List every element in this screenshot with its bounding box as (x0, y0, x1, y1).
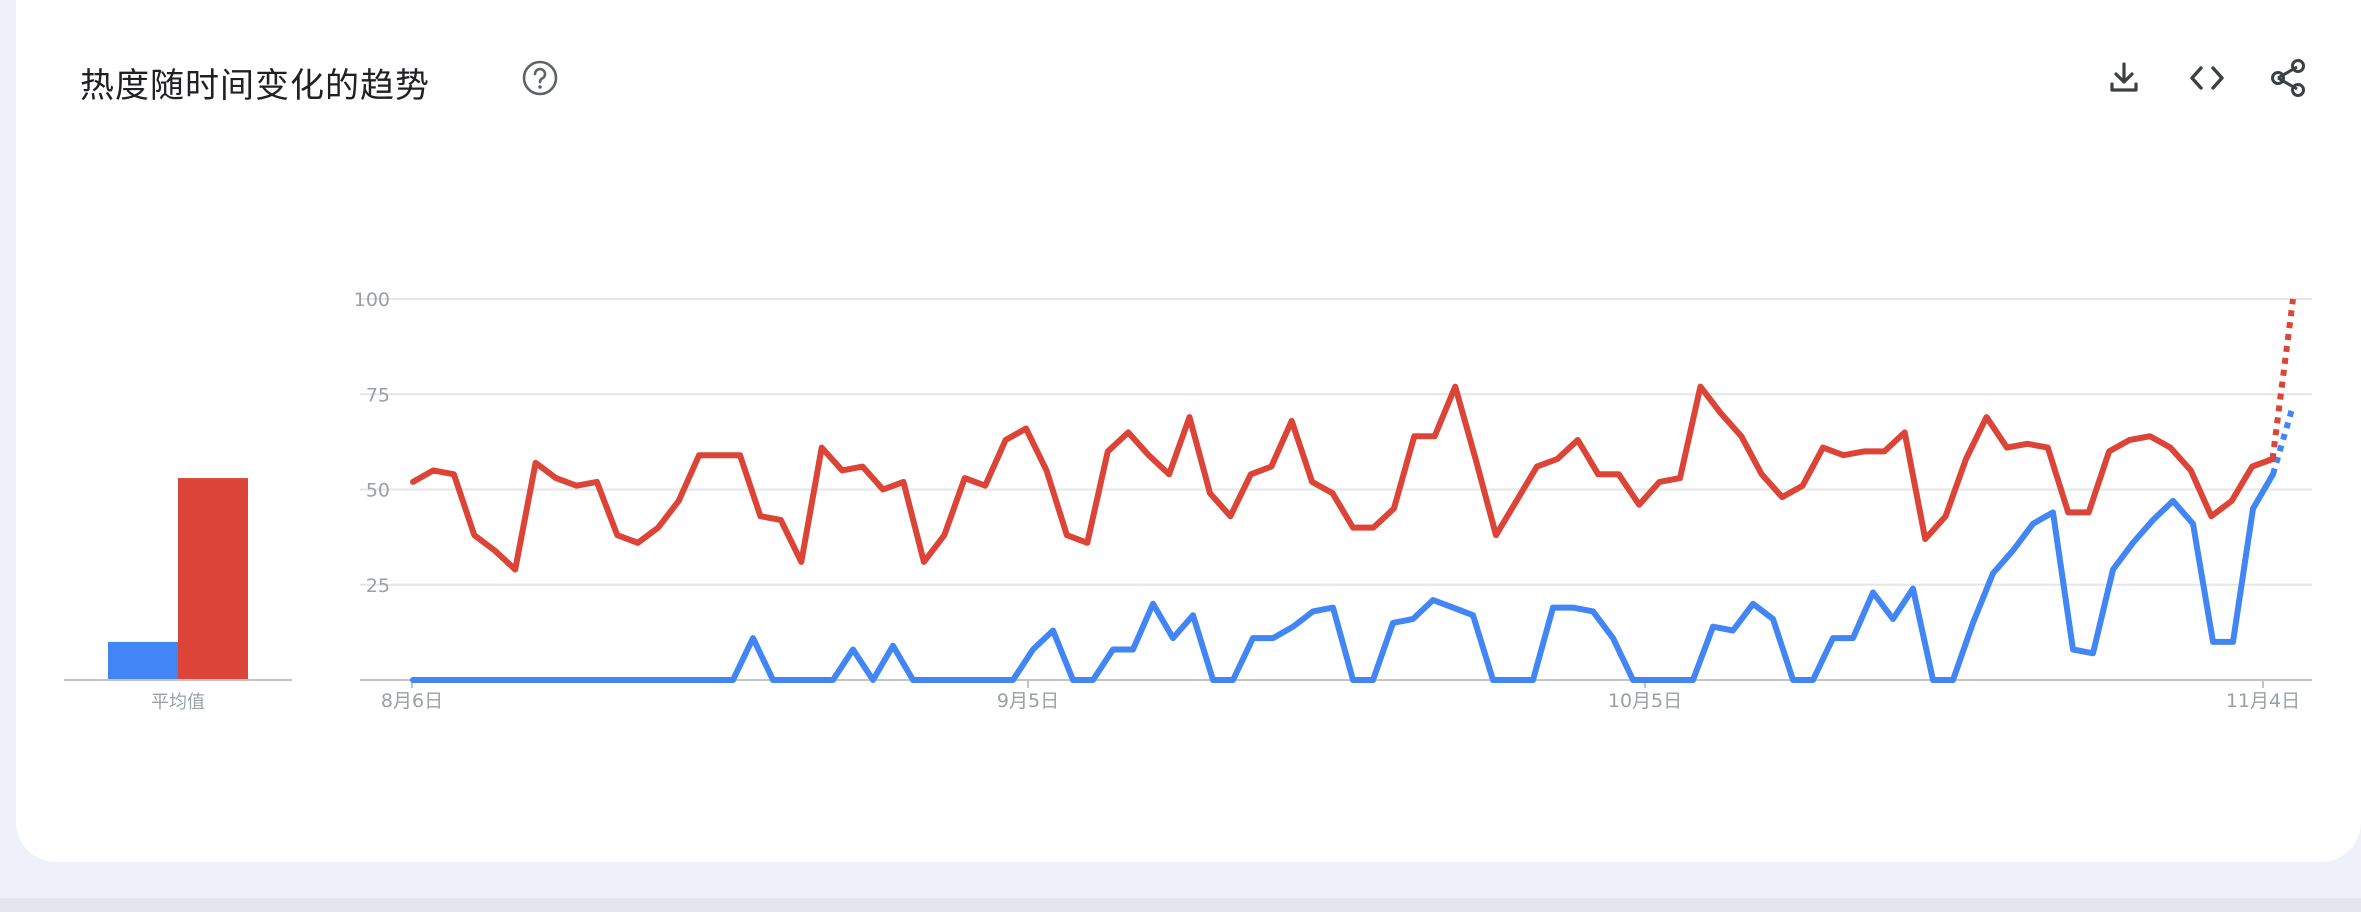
x-tick-label: 11月4日 (2226, 690, 2300, 712)
x-tick-label: 9月5日 (997, 690, 1059, 712)
series-line (410, 383, 2276, 573)
y-tick-label: 50 (366, 480, 390, 502)
chart-title: 热度随时间变化的趋势 (80, 66, 430, 106)
average-label: 平均值 (151, 692, 205, 713)
series-line (410, 471, 2276, 683)
x-tick-label: 10月5日 (1608, 690, 1682, 712)
help-circle-icon[interactable] (520, 58, 560, 98)
page-background-band (0, 898, 2361, 912)
x-tick-label: 8月6日 (381, 690, 443, 712)
download-icon[interactable] (2102, 56, 2146, 100)
average-bar-chart: 平均值 (64, 478, 292, 713)
trend-line-chart: 25 50 75 100 8月6日 9月5日 10月5日 11月4日 (354, 289, 2312, 712)
partial-data-segment (2269, 298, 2296, 460)
embed-code-icon[interactable] (2185, 56, 2229, 100)
share-icon[interactable] (2266, 56, 2310, 100)
y-tick-label: 100 (354, 289, 390, 311)
partial-data-segment (2270, 404, 2296, 476)
average-bar (108, 641, 178, 680)
y-tick-label: 25 (366, 575, 390, 597)
y-tick-label: 75 (366, 384, 390, 406)
average-bar (178, 478, 248, 680)
trend-card (16, 0, 2361, 862)
